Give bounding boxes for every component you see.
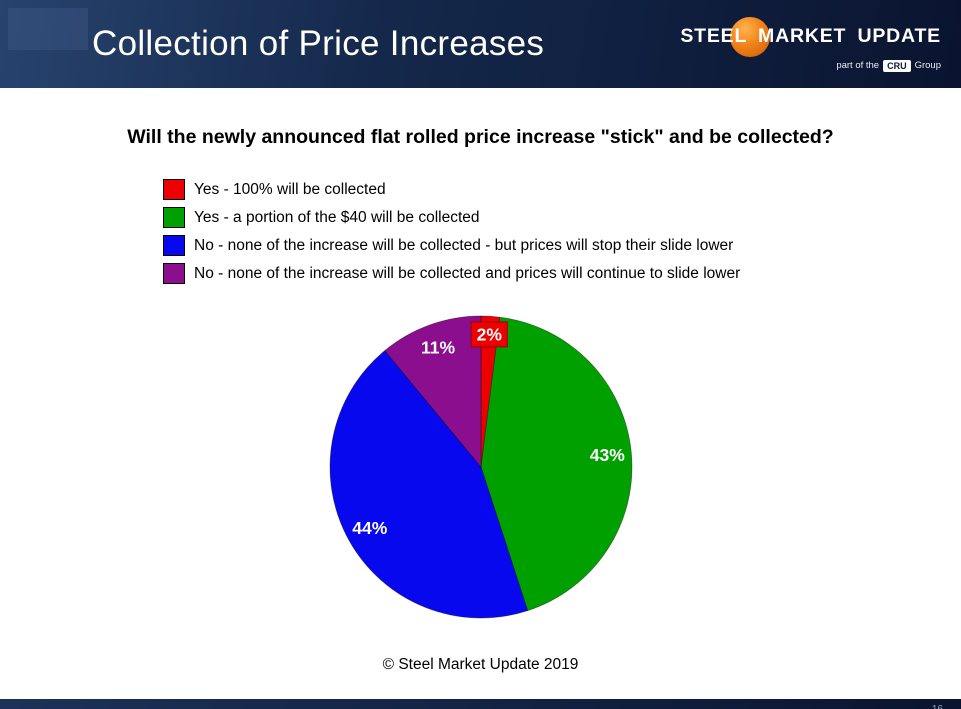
slide-header: Collection of Price Increases STEEL MARK… xyxy=(0,0,961,88)
pie-label-badge xyxy=(470,321,508,348)
legend-swatch-green xyxy=(163,207,185,228)
legend-swatch-purple xyxy=(163,263,185,284)
legend-label: No - none of the increase will be collec… xyxy=(194,236,734,254)
pie-data-label: 44% xyxy=(352,518,387,538)
logo-row: STEEL MARKET UPDATE xyxy=(680,16,941,58)
chart-title: Will the newly announced flat rolled pri… xyxy=(127,126,834,148)
pie-slice-0 xyxy=(480,315,500,468)
pie-chart: 2% 43% 44% 11% xyxy=(0,302,961,632)
pie-data-label: 43% xyxy=(589,445,624,465)
cru-badge: CRU xyxy=(883,59,911,73)
legend-item: No - none of the increase will be collec… xyxy=(163,235,961,256)
slide-title: Collection of Price Increases xyxy=(92,24,545,63)
legend-item: No - none of the increase will be collec… xyxy=(163,263,961,284)
logo-word-steel: STEEL xyxy=(680,25,747,48)
pie-slice-1 xyxy=(480,316,632,612)
logo-tagline: part of the CRU Group xyxy=(836,59,941,73)
logo-tagline-suffix: Group xyxy=(914,60,941,72)
chart-legend: Yes - 100% will be collected Yes - a por… xyxy=(163,179,961,284)
pie-data-label: 2% xyxy=(476,324,502,344)
page-number: 16 xyxy=(932,705,943,709)
legend-swatch-blue xyxy=(163,235,185,256)
logo-tagline-prefix: part of the xyxy=(836,60,880,72)
logo-word-market: MARKET xyxy=(758,25,847,48)
pie-chart-svg: 2% 43% 44% 11% xyxy=(329,315,632,619)
logo-text: STEEL MARKET UPDATE xyxy=(680,25,941,48)
legend-item: Yes - 100% will be collected xyxy=(163,179,961,200)
legend-label: Yes - 100% will be collected xyxy=(194,180,386,198)
legend-label: Yes - a portion of the $40 will be colle… xyxy=(194,208,480,226)
slide-footer-bar: 16 xyxy=(0,699,961,709)
logo-word-update: UPDATE xyxy=(857,25,941,48)
pie-slice-3 xyxy=(383,315,481,468)
logo-orange-ball-icon xyxy=(730,16,771,57)
pie-data-label: 11% xyxy=(420,338,454,358)
legend-label: No - none of the increase will be collec… xyxy=(194,264,741,282)
legend-swatch-red xyxy=(163,179,185,200)
smu-logo: STEEL MARKET UPDATE part of the CRU Grou… xyxy=(680,16,941,73)
legend-item: Yes - a portion of the $40 will be colle… xyxy=(163,207,961,228)
pie-slice-2 xyxy=(329,350,528,619)
copyright-text: © Steel Market Update 2019 xyxy=(382,656,579,673)
